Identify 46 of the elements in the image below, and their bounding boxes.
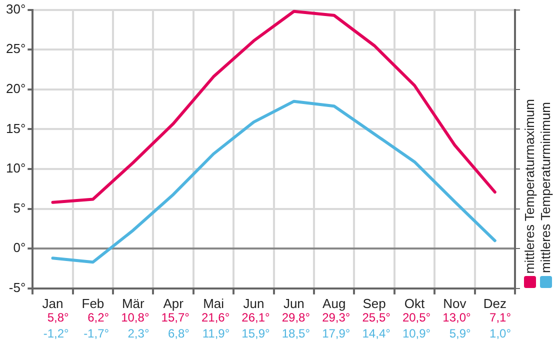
data-label: 5,8°	[47, 310, 70, 325]
y-tick-label: 10°	[6, 160, 26, 176]
y-tick-label: 5°	[13, 200, 26, 216]
x-tick-label: Aug	[322, 296, 346, 311]
data-label: 11,9°	[202, 326, 230, 341]
data-label: 13,0°	[442, 310, 472, 325]
data-label: 15,7°	[161, 310, 190, 325]
data-label: 2,3°	[128, 326, 150, 341]
x-tick-label: Jan	[42, 296, 64, 311]
data-label: 15,9°	[242, 326, 270, 341]
y-tick-label: 30°	[6, 1, 26, 16]
data-label: 1,0°	[490, 326, 512, 341]
x-tick-label: Apr	[163, 296, 184, 311]
x-tick-label: Sep	[362, 296, 386, 311]
x-tick-label: Mai	[203, 296, 224, 311]
data-label: 20,5°	[402, 310, 431, 325]
x-tick-label: Feb	[82, 296, 104, 311]
y-tick-label: 25°	[6, 41, 26, 56]
data-label: 29,3°	[322, 310, 350, 325]
data-label: -1,7°	[84, 326, 110, 341]
data-label: 17,9°	[322, 326, 350, 341]
data-label: 25,5°	[362, 310, 391, 325]
data-label: 26,1°	[242, 310, 270, 325]
data-label: 21,6°	[201, 310, 230, 325]
data-label: 6,8°	[168, 326, 190, 341]
x-tick-label: Dez	[483, 296, 506, 311]
data-label: 10,8°	[121, 310, 150, 325]
y-tick-label: 20°	[6, 80, 26, 96]
y-tick-label: 0°	[13, 240, 26, 256]
x-tick-label: Jun	[243, 296, 264, 311]
text: mittleres Temperaturmaximum	[522, 98, 537, 274]
data-label: 7,1°	[490, 310, 512, 325]
text: mittleres Temperaturminimum	[538, 102, 553, 274]
x-tick-label: Jun	[283, 296, 304, 311]
data-label: 18,5°	[282, 326, 310, 341]
y-tick-label: 15°	[6, 120, 26, 136]
data-label: 5,9°	[449, 326, 471, 341]
data-label: 14,4°	[362, 326, 391, 341]
data-label: -1,2°	[43, 326, 70, 341]
x-tick-label: Mär	[122, 296, 146, 311]
x-tick-label: Okt	[404, 296, 426, 311]
x-tick-label: Nov	[443, 296, 467, 311]
y-tick-label: -5°	[8, 280, 26, 295]
data-label: 10,9°	[402, 326, 431, 341]
data-label: 29,8°	[282, 310, 310, 325]
data-label: 6,2°	[88, 310, 110, 325]
